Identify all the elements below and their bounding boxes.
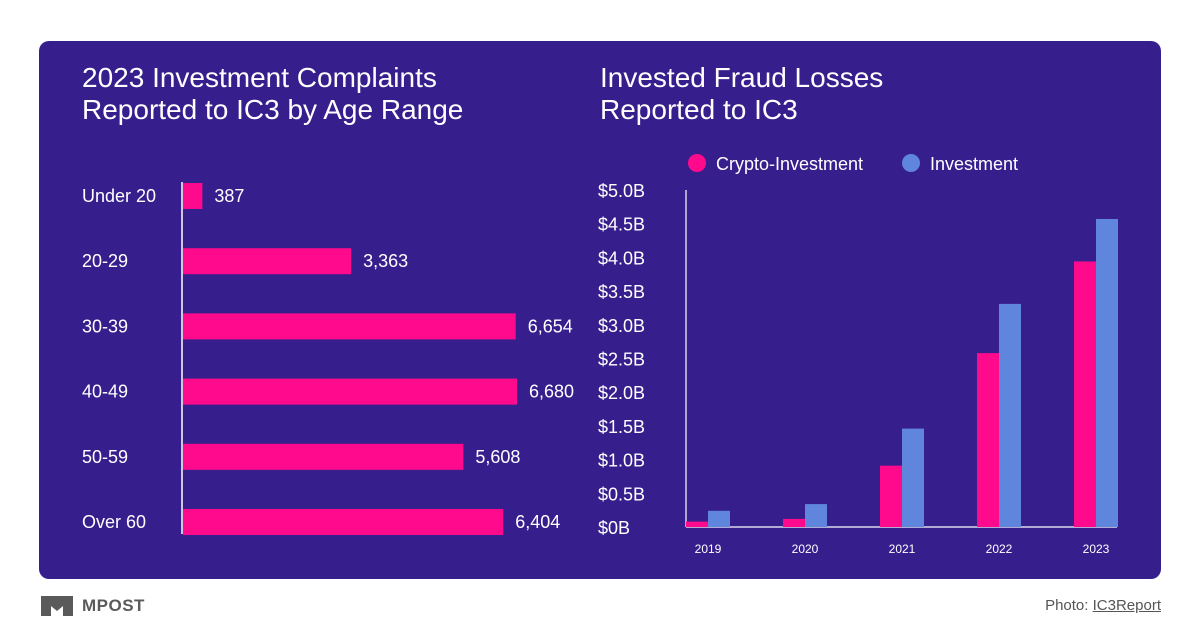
losses-y-tick-label: $1.5B [598,417,645,437]
age-value-label: 6,680 [529,382,574,402]
age-value-label: 6,404 [515,512,560,532]
losses-y-tick-label: $5.0B [598,181,645,201]
age-category-label: 40-49 [82,382,128,402]
age-bar [183,378,517,405]
losses-bar-investment [708,510,730,527]
losses-y-tick-label: $4.5B [598,215,645,235]
age-bar [183,443,464,470]
losses-y-tick-label: $0B [598,518,630,538]
mpost-logo: MPOST [39,594,145,618]
losses-x-tick-label: 2023 [1083,542,1110,556]
losses-y-tick-label: $3.0B [598,316,645,336]
losses-y-tick-label: $1.0B [598,451,645,471]
age-bar [183,183,203,209]
age-value-label: 6,654 [528,316,573,336]
logo-text: MPOST [82,596,145,615]
losses-x-tick-label: 2020 [792,542,819,556]
credit-link[interactable]: IC3Report [1092,597,1161,614]
age-category-label: 50-59 [82,447,128,467]
losses-x-tick-label: 2019 [695,542,722,556]
losses-y-tick-label: $4.0B [598,248,645,268]
mpost-logo-icon [41,596,73,616]
age-value-label: 387 [214,186,244,206]
losses-chart-title: Invested Fraud Losses Reported to IC3 [600,62,884,125]
legend-label: Crypto-Investment [716,154,863,174]
age-category-label: Under 20 [82,186,156,206]
losses-bar-crypto [1074,261,1096,527]
losses-bar-crypto [783,518,805,527]
losses-y-tick-label: $3.5B [598,282,645,302]
age-category-label: 30-39 [82,316,128,336]
losses-bar-investment [1096,218,1118,527]
age-value-label: 3,363 [363,251,408,271]
losses-x-tick-label: 2021 [889,542,916,556]
age-category-label: Over 60 [82,512,146,532]
age-bar [183,509,504,535]
credit-prefix: Photo: [1045,597,1093,614]
losses-y-tick-label: $0.5B [598,484,645,504]
legend-swatch-crypto [688,154,706,172]
legend-label: Investment [930,154,1018,174]
age-bar [183,313,516,340]
age-bar [183,248,352,275]
age-category-label: 20-29 [82,251,128,271]
losses-bar-crypto [880,465,902,527]
chart-panel [39,41,1161,579]
losses-bar-investment [805,504,827,527]
photo-credit: Photo: IC3Report [1045,597,1161,614]
losses-y-tick-label: $2.0B [598,383,645,403]
losses-bar-investment [999,303,1021,527]
losses-bar-investment [902,428,924,527]
losses-x-tick-label: 2022 [986,542,1013,556]
age-value-label: 5,608 [475,447,520,467]
legend-swatch-investment [902,154,920,172]
losses-y-tick-label: $2.5B [598,350,645,370]
losses-bar-crypto [686,521,708,527]
age-chart-title: 2023 Investment Complaints Reported to I… [82,62,464,125]
losses-bar-crypto [977,353,999,527]
